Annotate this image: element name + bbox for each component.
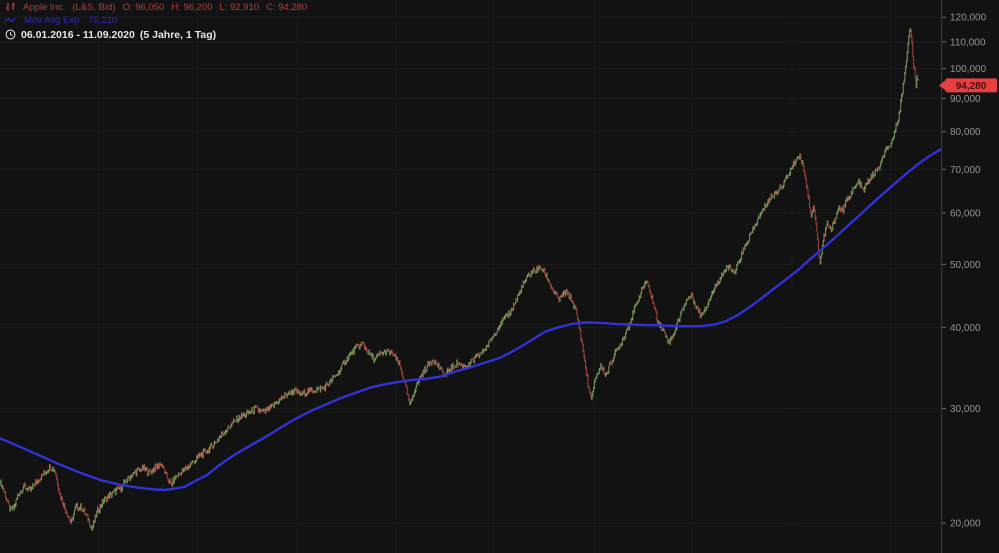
open-value: O: 96,050 bbox=[122, 1, 165, 13]
instrument-name: Apple Inc. bbox=[23, 1, 66, 13]
low-value: L: 92,910 bbox=[219, 1, 260, 13]
range-granularity: (5 Jahre, 1 Tag) bbox=[139, 28, 217, 41]
range-header: 06.01.2016 - 11.09.2020 (5 Jahre, 1 Tag) bbox=[5, 28, 307, 41]
indicator-label: Mov Avg Exp bbox=[24, 14, 80, 26]
axis-tick-label: 40,000 bbox=[950, 323, 981, 334]
axis-tick-label: 100,000 bbox=[950, 64, 987, 75]
last-price-badge: 94,280 bbox=[939, 78, 997, 93]
indicator-header: Mov Avg Exp 75,210 bbox=[5, 14, 307, 26]
ma-line-icon bbox=[5, 17, 15, 23]
instrument-header: Apple Inc. (L&S, Bid) O: 96,050 H: 96,20… bbox=[5, 1, 307, 13]
candlestick-series[interactable] bbox=[0, 28, 919, 531]
ohlc-bars-icon bbox=[6, 2, 15, 11]
chart-header: Apple Inc. (L&S, Bid) O: 96,050 H: 96,20… bbox=[5, 1, 307, 41]
price-axis[interactable]: 120,000 110,000 100,000 90,000 80,000 70,000 6… bbox=[941, 0, 987, 553]
instrument-feed: (L&S, Bid) bbox=[72, 1, 116, 13]
axis-tick-label: 90,000 bbox=[950, 94, 981, 105]
clock-icon bbox=[5, 29, 16, 40]
axis-tick-label: 70,000 bbox=[950, 165, 981, 176]
indicator-value: 75,210 bbox=[88, 14, 118, 26]
close-value: C: 94,280 bbox=[266, 1, 308, 13]
axis-tick-label: 110,000 bbox=[950, 37, 986, 48]
axis-tick-label: 120,000 bbox=[950, 13, 987, 24]
axis-tick-label: 20,000 bbox=[950, 519, 981, 530]
axis-tick-label: 60,000 bbox=[950, 208, 981, 219]
axis-tick-label: 30,000 bbox=[950, 404, 981, 415]
date-range: 06.01.2016 - 11.09.2020 bbox=[21, 28, 135, 41]
grid-layer bbox=[0, 16, 941, 524]
axis-tick-label: 50,000 bbox=[950, 260, 981, 271]
axis-tick-label: 80,000 bbox=[950, 127, 981, 138]
last-price-label: 94,280 bbox=[956, 81, 987, 92]
high-value: H: 96,200 bbox=[171, 1, 213, 13]
moving-average-line bbox=[0, 147, 943, 492]
